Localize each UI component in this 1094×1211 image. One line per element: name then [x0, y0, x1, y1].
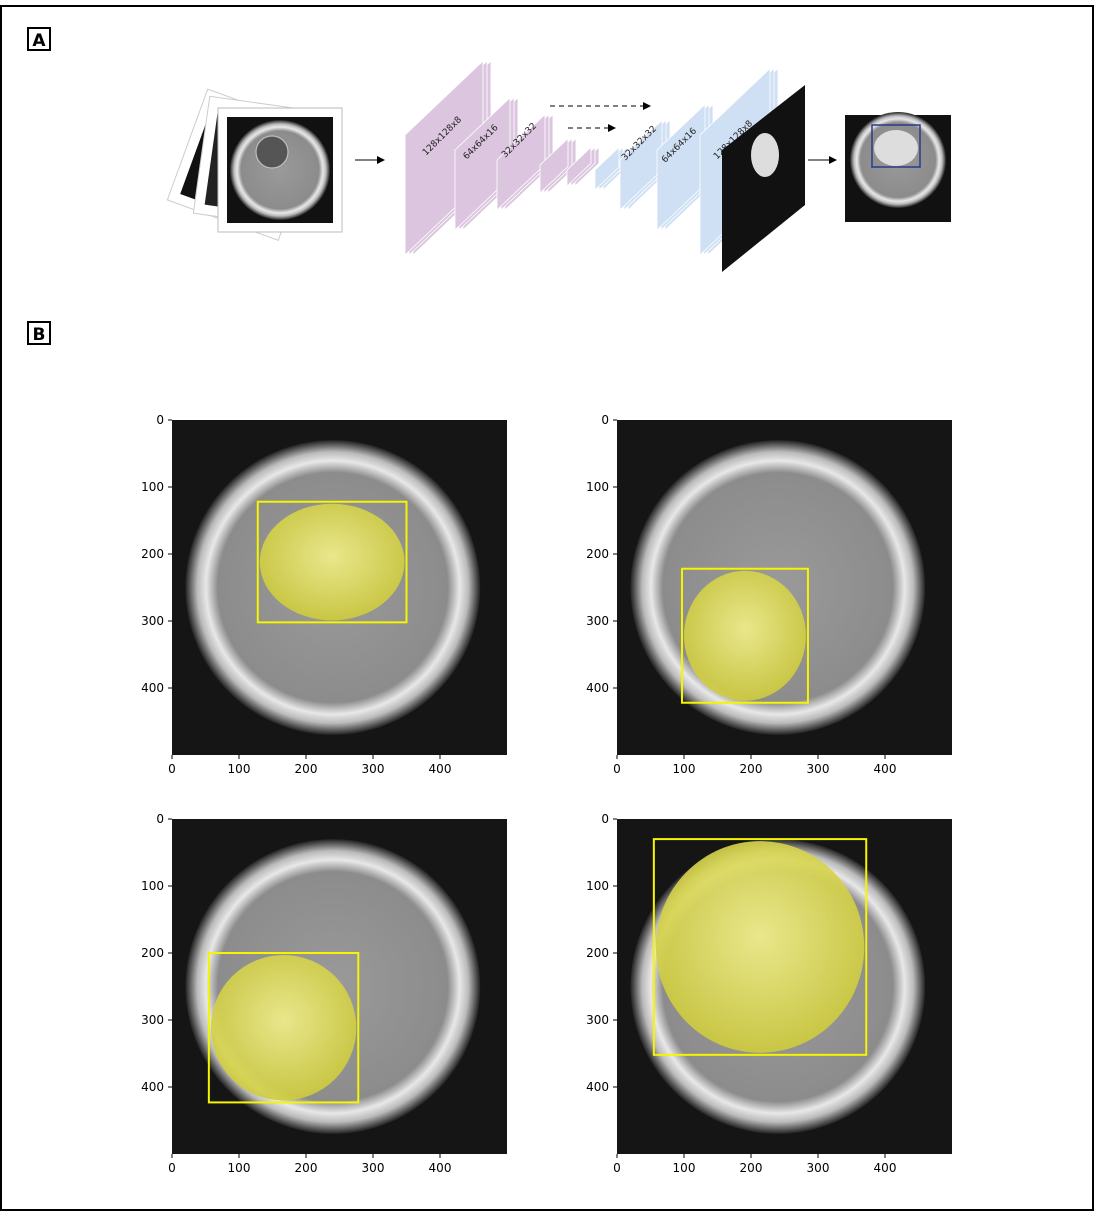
x-tick-label: 100: [228, 762, 251, 776]
overlay-embryo: [751, 133, 779, 177]
label-box: [27, 27, 51, 51]
y-tick-label: 200: [141, 946, 164, 960]
embryo-mask: [259, 503, 405, 621]
layer-slab: [454, 96, 511, 231]
y-tick-label: 300: [141, 614, 164, 628]
x-tick-label: 0: [168, 1161, 176, 1175]
x-tick-label: 200: [740, 762, 763, 776]
x-tick-label: 400: [874, 1161, 897, 1175]
x-tick-label: 300: [362, 762, 385, 776]
x-tick-label: 300: [807, 762, 830, 776]
y-tick-label: 200: [586, 547, 609, 561]
x-tick-label: 200: [295, 762, 318, 776]
x-tick-label: 0: [613, 1161, 621, 1175]
y-tick-label: 100: [141, 480, 164, 494]
x-tick-label: 400: [429, 762, 452, 776]
x-tick-label: 0: [168, 762, 176, 776]
x-tick-label: 0: [613, 762, 621, 776]
layer-slab: [656, 103, 706, 231]
y-tick-label: 100: [586, 879, 609, 893]
image-axes: 0 100 200 300 400 0 100 200 300 400: [586, 812, 952, 1175]
overlay-image: [722, 85, 805, 272]
x-tick-label: 400: [874, 762, 897, 776]
x-tick-label: 100: [673, 1161, 696, 1175]
y-tick-label: 300: [586, 1013, 609, 1027]
bounding-box: [256, 500, 408, 624]
x-tick-label: 200: [295, 1161, 318, 1175]
layer-slab: [594, 146, 620, 191]
y-tick-label: 0: [601, 812, 609, 826]
x-tick-label: 100: [228, 1161, 251, 1175]
y-tick-label: 300: [586, 614, 609, 628]
embryo-mask: [655, 841, 865, 1053]
y-tick-label: 400: [141, 681, 164, 695]
bounding-box: [652, 838, 868, 1056]
y-tick-label: 200: [586, 946, 609, 960]
y-tick-label: 400: [141, 1080, 164, 1094]
y-tick-label: 100: [141, 879, 164, 893]
bounding-box: [207, 952, 360, 1104]
layer-slab: [566, 146, 592, 187]
panel-label: B: [33, 325, 46, 345]
layer-slab: [539, 137, 569, 194]
input-photos: [166, 88, 343, 241]
y-tick-label: 400: [586, 681, 609, 695]
image-axes: 0 100 200 300 400 0 100 200 300 400: [141, 812, 507, 1175]
image-axes: 0 100 200 300 400 0 100 200 300 400: [586, 413, 952, 776]
x-tick-label: 200: [740, 1161, 763, 1175]
embryo-mask: [210, 954, 357, 1101]
frame: [0, 5, 1094, 1211]
layer-slab: [619, 119, 663, 211]
embryo-mask: [683, 570, 806, 701]
y-tick-label: 0: [156, 812, 164, 826]
y-tick-label: 400: [586, 1080, 609, 1094]
x-tick-label: 300: [362, 1161, 385, 1175]
y-tick-label: 0: [601, 413, 609, 427]
y-tick-label: 300: [141, 1013, 164, 1027]
y-tick-label: 200: [141, 547, 164, 561]
layer-slab: [496, 113, 546, 211]
y-tick-label: 100: [586, 480, 609, 494]
image-axes: 0 100 200 300 400 0 100 200 300 400: [141, 413, 507, 776]
panel-label: A: [32, 31, 46, 51]
x-tick-label: 400: [429, 1161, 452, 1175]
bounding-box: [680, 567, 809, 704]
output-image: [845, 112, 951, 222]
y-tick-label: 0: [156, 413, 164, 427]
x-tick-label: 100: [673, 762, 696, 776]
label-box: [27, 321, 51, 345]
x-tick-label: 300: [807, 1161, 830, 1175]
